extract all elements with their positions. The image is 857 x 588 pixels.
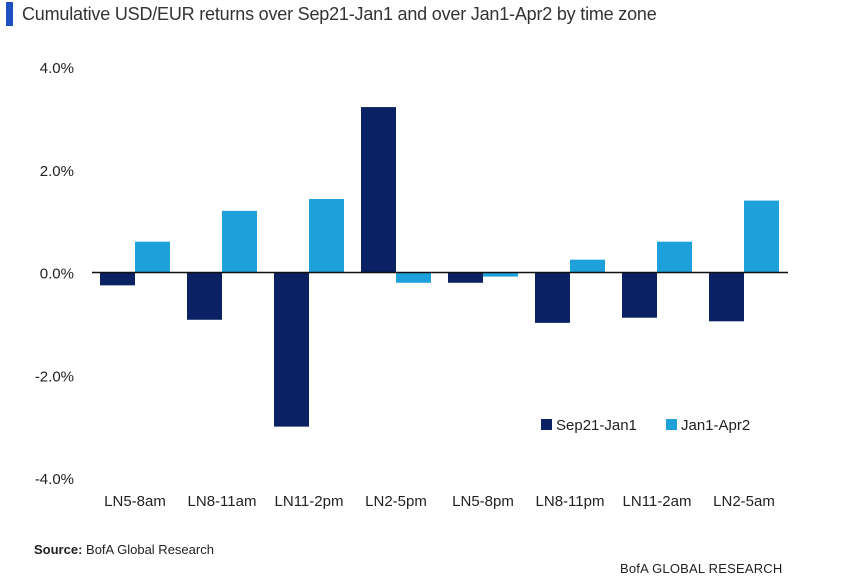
bar [222,210,257,273]
x-tick-label: LN8-11am [188,493,257,510]
x-tick-label: LN5-8pm [452,493,514,510]
x-tick-label: LN11-2pm [275,493,344,510]
bar [483,272,518,277]
source-text: BofA Global Research [86,542,214,557]
x-tick-label: LN5-8am [104,493,166,510]
x-tick-label: LN8-11pm [536,493,605,510]
bar [657,241,692,273]
x-tick-label: LN2-5am [713,493,775,510]
bar-chart: 4.0% 2.0% 0.0% -2.0% -4.0% LN5-8am LN8-11am LN1… [35,60,788,510]
legend-label: Jan1-Apr2 [681,417,750,434]
bar [361,107,396,273]
bar [187,272,222,320]
bar [396,272,431,283]
bar [622,272,657,318]
bar [709,272,744,322]
bar [448,272,483,283]
bar [274,272,309,427]
y-tick-label: 2.0% [40,163,74,180]
bar [535,272,570,323]
bar [309,199,344,273]
brand-footer: BofA GLOBAL RESEARCH [620,561,783,576]
bar [135,241,170,273]
source-note: Source: BofA Global Research [34,542,214,557]
legend-label: Sep21-Jan1 [556,417,637,434]
y-tick-label: -2.0% [35,368,74,385]
x-tick-label: LN2-5pm [365,493,427,510]
source-label: Source: [34,542,83,557]
y-tick-label: 4.0% [40,60,74,77]
chart-title: Cumulative USD/EUR returns over Sep21-Ja… [22,4,657,24]
legend-swatch [541,419,552,430]
y-tick-label: -4.0% [35,471,74,488]
title-accent-bar [6,2,13,26]
y-tick-label: 0.0% [40,266,74,283]
bar [570,259,605,273]
bar [100,272,135,286]
legend-swatch [666,419,677,430]
x-tick-label: LN11-2am [623,493,692,510]
bar [744,200,779,273]
